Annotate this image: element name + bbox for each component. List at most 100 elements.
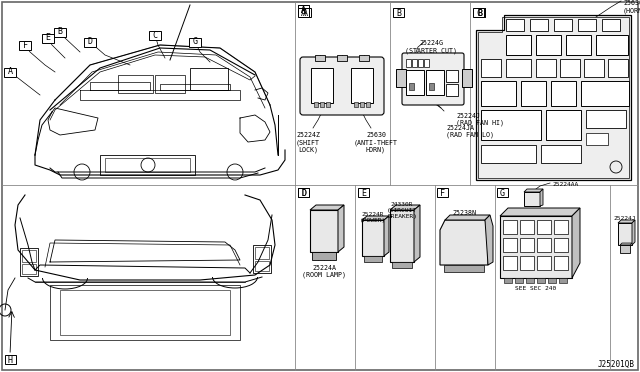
- Bar: [298, 188, 309, 197]
- Bar: [429, 83, 434, 90]
- Bar: [584, 59, 604, 77]
- Bar: [253, 245, 271, 273]
- Bar: [554, 220, 568, 234]
- Bar: [530, 19, 548, 31]
- Bar: [620, 245, 630, 253]
- Polygon shape: [338, 205, 344, 252]
- Bar: [481, 110, 541, 140]
- Bar: [506, 35, 531, 55]
- Bar: [444, 265, 484, 272]
- Text: 25224J
(RAD FAN HI): 25224J (RAD FAN HI): [456, 113, 504, 126]
- Text: C: C: [476, 9, 481, 18]
- Polygon shape: [632, 220, 635, 245]
- Text: A: A: [303, 9, 308, 18]
- Bar: [578, 19, 596, 31]
- Bar: [566, 35, 591, 55]
- Bar: [364, 256, 382, 262]
- Bar: [521, 81, 546, 106]
- Bar: [406, 59, 411, 67]
- Bar: [504, 278, 512, 283]
- Bar: [473, 8, 484, 17]
- Bar: [20, 248, 38, 276]
- Text: A: A: [301, 6, 306, 15]
- Bar: [520, 220, 534, 234]
- Bar: [149, 31, 161, 39]
- Text: G: G: [193, 38, 198, 46]
- Bar: [537, 256, 551, 270]
- Bar: [255, 247, 269, 259]
- Bar: [503, 220, 517, 234]
- Text: SEE SEC 240: SEE SEC 240: [515, 286, 557, 291]
- FancyBboxPatch shape: [300, 57, 384, 115]
- Bar: [189, 38, 201, 46]
- Bar: [554, 19, 572, 31]
- Bar: [190, 68, 228, 90]
- Text: B: B: [477, 9, 482, 18]
- Bar: [424, 59, 429, 67]
- Bar: [298, 8, 309, 17]
- Bar: [50, 285, 240, 340]
- Polygon shape: [485, 215, 493, 265]
- Text: H: H: [8, 356, 13, 365]
- Bar: [608, 59, 628, 77]
- Text: 25224JA
(RAD FAN LO): 25224JA (RAD FAN LO): [446, 125, 494, 138]
- Bar: [503, 238, 517, 252]
- Bar: [396, 69, 406, 87]
- Bar: [337, 55, 347, 61]
- Bar: [474, 8, 485, 17]
- Bar: [481, 59, 501, 77]
- Bar: [392, 262, 412, 268]
- Bar: [524, 192, 540, 206]
- Polygon shape: [476, 15, 631, 180]
- Bar: [526, 278, 534, 283]
- Bar: [351, 68, 373, 103]
- Bar: [390, 210, 414, 262]
- Bar: [503, 256, 517, 270]
- Text: D: D: [88, 38, 93, 46]
- Bar: [358, 188, 369, 197]
- Bar: [326, 102, 330, 107]
- Bar: [559, 278, 567, 283]
- Bar: [22, 264, 36, 274]
- Bar: [311, 68, 333, 103]
- Polygon shape: [524, 189, 543, 192]
- Bar: [541, 145, 581, 163]
- Polygon shape: [390, 205, 420, 210]
- Text: J25201QB: J25201QB: [598, 360, 635, 369]
- Text: A: A: [301, 6, 306, 15]
- Bar: [22, 250, 36, 262]
- Bar: [474, 8, 485, 17]
- Bar: [586, 133, 608, 145]
- Text: A: A: [8, 67, 13, 77]
- Bar: [4, 67, 16, 77]
- Bar: [310, 210, 338, 252]
- Polygon shape: [500, 208, 580, 216]
- Bar: [406, 70, 424, 95]
- Text: F: F: [440, 189, 445, 198]
- Bar: [537, 238, 551, 252]
- Text: 25224Z
(SHIFT
LOCK): 25224Z (SHIFT LOCK): [296, 132, 320, 153]
- Bar: [497, 188, 508, 197]
- Bar: [536, 59, 556, 77]
- Bar: [446, 84, 458, 96]
- Text: G: G: [500, 189, 505, 198]
- Bar: [418, 59, 423, 67]
- Bar: [118, 75, 153, 93]
- Bar: [298, 5, 309, 14]
- Bar: [314, 102, 318, 107]
- Text: D: D: [301, 189, 306, 198]
- Polygon shape: [362, 216, 389, 220]
- Text: F: F: [22, 41, 28, 49]
- Bar: [54, 28, 66, 36]
- Bar: [437, 188, 448, 197]
- Bar: [551, 81, 576, 106]
- Bar: [537, 278, 545, 283]
- Bar: [520, 238, 534, 252]
- Bar: [446, 70, 458, 82]
- Bar: [581, 81, 629, 106]
- Text: 25224AA: 25224AA: [552, 182, 579, 187]
- Bar: [602, 19, 620, 31]
- Polygon shape: [620, 243, 632, 245]
- Text: 25630
(ANTI-THEFT
HORN): 25630 (ANTI-THEFT HORN): [354, 132, 398, 153]
- Text: 24330R
(CIRCUIT
BREAKER): 24330R (CIRCUIT BREAKER): [387, 202, 417, 219]
